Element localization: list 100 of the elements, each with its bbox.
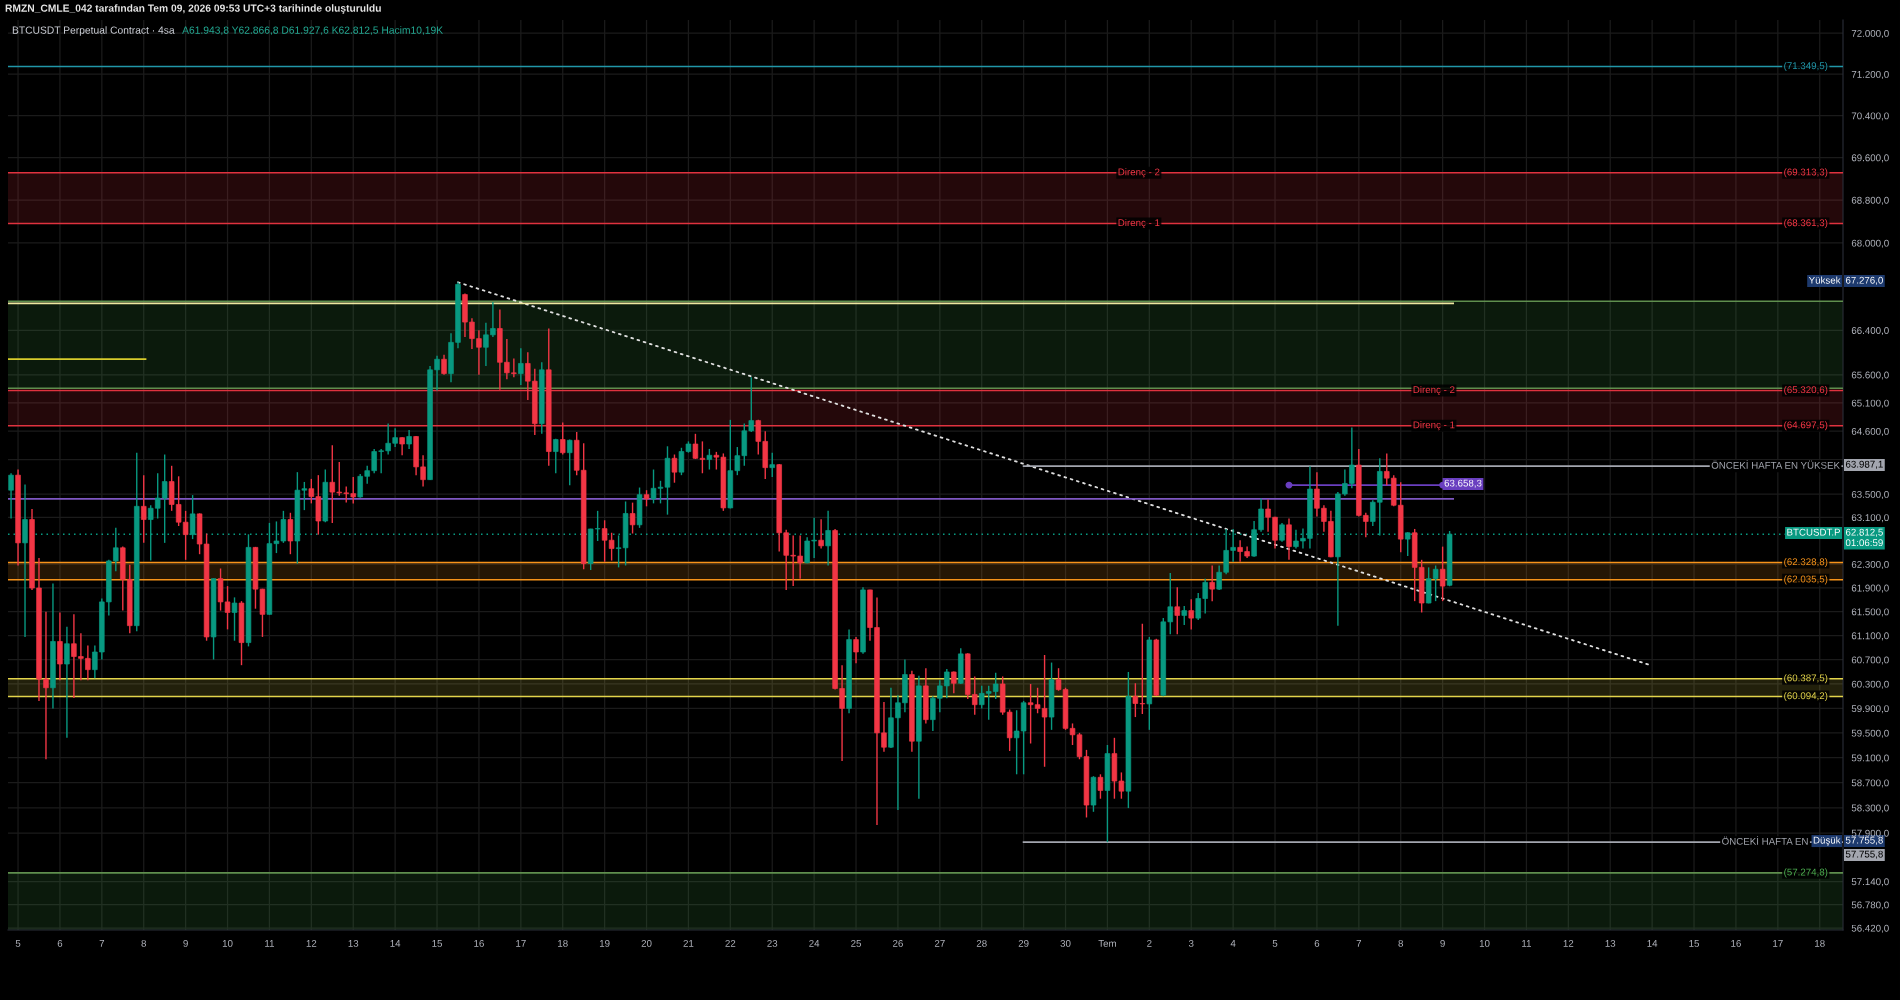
candlestick [399, 436, 405, 456]
x-tick-label: 17 [1773, 940, 1783, 947]
y-tick-label: 58.700,0 [1851, 779, 1889, 788]
annotation: (69.313,3) [1784, 168, 1828, 178]
x-tick-label: 21 [683, 939, 694, 947]
x-tick-label: 16 [1731, 939, 1741, 947]
x-tick-label: 22 [725, 939, 736, 947]
x-tick-label: Tem [1098, 940, 1116, 947]
candlestick [141, 474, 147, 544]
y-tick-label: 60.300,0 [1851, 680, 1889, 689]
candlestick [1181, 605, 1187, 626]
x-tick-label: 20 [641, 939, 652, 947]
y-tick-label: 59.900,0 [1851, 705, 1889, 714]
x-tick-label: 11 [265, 940, 275, 947]
y-tick-label: 56.780,0 [1851, 901, 1889, 910]
x-tick-label: 14 [390, 940, 401, 947]
candlestick [518, 347, 524, 386]
candlestick [22, 483, 28, 638]
y-tick-label: 68.000,0 [1851, 239, 1889, 248]
x-tick-label: 24 [809, 939, 820, 947]
annotation: (60.094,2) [1784, 692, 1828, 702]
x-tick-label: 30 [1060, 939, 1071, 947]
x-tick-label: 17 [516, 940, 526, 947]
y-tick-label: 66.400,0 [1851, 327, 1889, 336]
annotation: Direnç - 2 [1413, 385, 1455, 396]
annotation: (64.697,5) [1784, 421, 1828, 431]
x-tick-label: 13 [348, 939, 359, 947]
candlestick [1188, 598, 1194, 631]
candlestick [951, 670, 957, 695]
candlestick [560, 421, 566, 456]
x-tick-label: 2 [1147, 939, 1152, 947]
y-tick-label: 56.420,0 [1851, 924, 1889, 933]
x-tick-label: 25 [851, 939, 862, 947]
y-tick-label: 72.000,0 [1851, 29, 1889, 38]
y-tick-label: 68.800,0 [1851, 196, 1889, 205]
text: BTCUSDT Perpetual Contract · 4sa [12, 26, 175, 36]
data-label: 63.987,1 [1845, 460, 1883, 469]
candlestick [57, 611, 63, 681]
x-tick-label: 26 [893, 939, 903, 947]
annotation: Direnç - 1 [1118, 218, 1160, 229]
x-tick-label: 5 [1272, 940, 1278, 947]
y-tick-label: 60.700,0 [1851, 656, 1889, 665]
annotation: (60.387,5) [1784, 674, 1828, 684]
ref-line-label: 62.812,5 01:06:59 [1845, 528, 1883, 547]
legend-label: ÖNCEKİ HAFTA EN YÜKSEK [1711, 460, 1840, 469]
y-tick-label: 61.900,0 [1851, 584, 1889, 593]
annotation: BTCUSDT.P [1787, 528, 1841, 536]
candlestick [818, 518, 824, 550]
candlestick [1209, 564, 1215, 602]
candlestick [706, 448, 713, 471]
y-tick-label: 58.300,0 [1851, 804, 1889, 813]
candlestick [8, 472, 14, 520]
annotation: (62.035,5) [1784, 575, 1828, 585]
y-tick-label: 71.200,0 [1851, 70, 1889, 79]
y-tick-label: 70.400,0 [1851, 112, 1889, 121]
x-tick-label: 19 [599, 939, 610, 947]
annotation: (71.349,5) [1784, 62, 1828, 72]
candlestick [566, 438, 573, 486]
candlestick [287, 512, 294, 555]
text: 67.276,0 [1845, 276, 1883, 285]
candlestick [1097, 773, 1104, 800]
candlestick [1439, 545, 1446, 602]
x-tick-label: 29 [1018, 939, 1029, 947]
x-tick-label: 8 [141, 939, 147, 947]
y-tick-label: 61.500,0 [1851, 608, 1889, 617]
y-tick-label: 64.600,0 [1851, 427, 1889, 436]
x-tick-label: 8 [1398, 939, 1404, 947]
x-tick-label: 6 [57, 939, 63, 947]
x-tick-label: 27 [934, 939, 945, 947]
x-tick-label: 12 [1563, 939, 1574, 947]
candlestick [441, 354, 447, 376]
x-tick-label: 18 [558, 939, 568, 947]
x-tick-label: 23 [767, 939, 778, 947]
candlestick [553, 438, 559, 474]
x-tick-label: 7 [99, 940, 105, 947]
candlestick [64, 626, 70, 739]
annotation: (65.320,6) [1784, 385, 1828, 396]
x-tick-label: 5 [15, 940, 21, 947]
x-tick-label: 16 [474, 939, 484, 947]
x-tick-label: 3 [1188, 939, 1194, 947]
y-tick-label: 59.500,0 [1851, 729, 1889, 738]
y-tick-label: 65.600,0 [1851, 371, 1889, 380]
y-tick-label: 69.600,0 [1851, 154, 1889, 163]
x-tick-label: 9 [183, 939, 188, 947]
x-tick-label: 6 [1314, 939, 1320, 947]
y-tick-label: 63.500,0 [1851, 490, 1889, 499]
x-tick-label: 4 [1230, 940, 1236, 947]
candlestick [231, 596, 238, 642]
series-label: ÖNCEKİ HAFTA EN [1722, 836, 1808, 845]
x-tick-label: 9 [1440, 939, 1445, 947]
annotation: Düşük [1813, 836, 1841, 846]
y-tick-label: 61.100,0 [1851, 632, 1889, 641]
annotation: Direnç - 1 [1413, 421, 1455, 431]
candlestick [769, 451, 775, 478]
candlestick [1174, 586, 1180, 635]
annotation: (62.328,8) [1784, 558, 1828, 568]
y-tick-label: 63.100,0 [1851, 514, 1889, 523]
text: 57.755,8 [1845, 836, 1883, 845]
y-tick-label: 57.140,0 [1851, 878, 1889, 887]
x-tick-label: 15 [1689, 940, 1700, 947]
